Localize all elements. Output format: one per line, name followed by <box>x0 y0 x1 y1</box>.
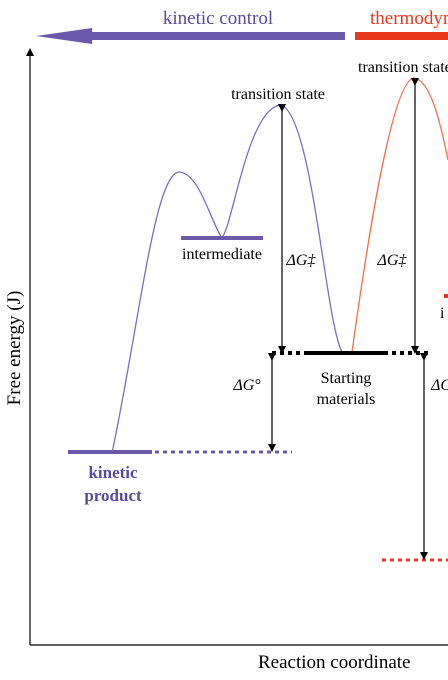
transition-state-kinetic-label: transition state <box>231 86 325 103</box>
y-axis-label: Free energy (J) <box>4 291 25 406</box>
kinetic-pathway-curve <box>111 104 343 454</box>
dg-act-thermo-label: ΔG‡ <box>377 252 408 269</box>
intermediate-level <box>181 236 263 240</box>
thermodynamic-control-arrow <box>355 32 448 40</box>
thermodynamic-control-label: thermodynamic control <box>370 8 448 29</box>
kinetic-control-label: kinetic control <box>163 8 273 29</box>
dg-act-kinetic-label: ΔG‡ <box>286 252 317 269</box>
kinetic-product-label-line2: product <box>84 486 142 505</box>
dg-std-label: ΔG° <box>232 377 261 394</box>
kinetic-product-level <box>68 450 152 454</box>
x-axis-label: Reaction coordinate <box>258 652 410 673</box>
right-intermediate-level-fragment <box>444 294 448 298</box>
axes <box>26 48 448 646</box>
intermediate-label: intermediate <box>182 246 262 263</box>
kinetic-control-arrow <box>36 28 345 44</box>
right-intermediate-partial-label: i <box>440 305 445 322</box>
starting-materials-label-line2: materials <box>317 391 376 408</box>
transition-state-thermo-label: transition state <box>358 59 448 76</box>
kinetic-product-label-line1: kinetic <box>88 463 138 482</box>
thermodynamic-pathway-curve <box>351 77 448 353</box>
dg-std-right-partial-label: ΔC <box>430 377 448 394</box>
starting-materials-label-line1: Starting <box>321 370 372 387</box>
